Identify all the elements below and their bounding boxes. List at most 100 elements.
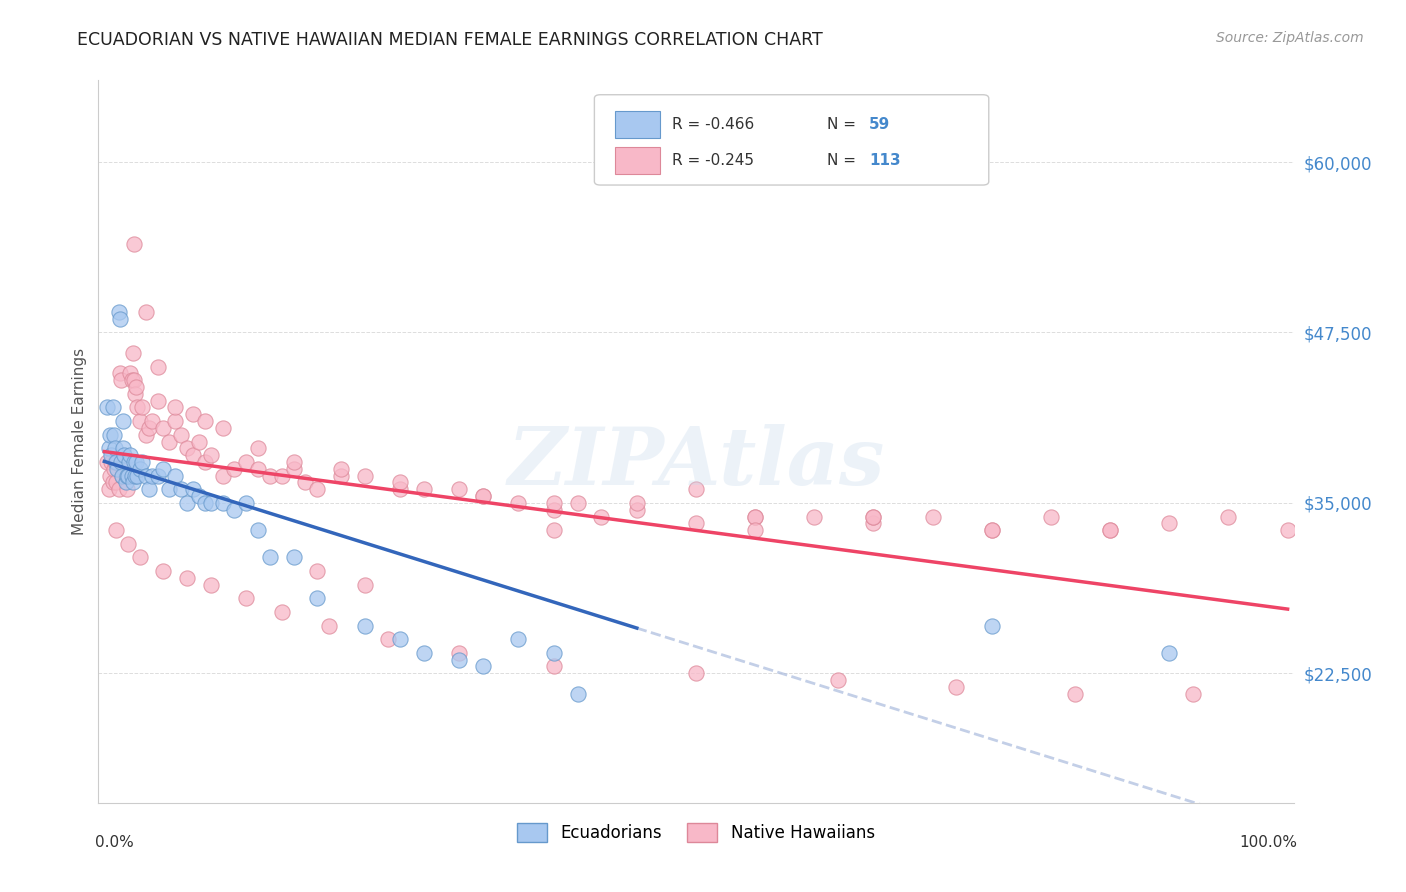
Point [176,496,198,510]
Point [1063,687,1085,701]
Point [235,591,257,606]
Point [120,448,142,462]
Point [862,509,884,524]
Point [104,455,127,469]
Point [131,455,153,469]
Point [125,455,148,469]
Point [980,618,1002,632]
Point [685,666,707,681]
Point [121,373,143,387]
Point [318,618,340,632]
Point [165,401,187,415]
Point [105,475,128,490]
Point [135,427,157,442]
Point [307,591,329,606]
Point [141,468,163,483]
Point [543,523,565,537]
Point [146,393,169,408]
Text: N =: N = [827,153,862,168]
Point [353,618,375,632]
Point [170,427,193,442]
Point [1218,509,1240,524]
Point [107,305,129,319]
Point [105,455,128,469]
Point [224,502,246,516]
Point [1039,509,1062,524]
Point [115,468,138,483]
Point [472,659,495,673]
Point [121,346,143,360]
Point [181,407,204,421]
Point [283,462,305,476]
Point [803,509,825,524]
Point [152,462,174,476]
Point [101,475,124,490]
Text: 100.0%: 100.0% [1239,835,1298,850]
Point [117,462,139,476]
Point [115,482,138,496]
Point [330,468,353,483]
Point [110,373,132,387]
Point [685,482,707,496]
Point [128,550,150,565]
Point [117,537,139,551]
Point [127,401,149,415]
Point [259,468,281,483]
Point [626,496,648,510]
Point [472,489,495,503]
Point [626,502,648,516]
Point [110,455,132,469]
Point [98,482,121,496]
Point [152,421,174,435]
Point [543,496,565,510]
Point [101,401,124,415]
Point [128,462,150,476]
Point [449,482,471,496]
Point [100,455,122,469]
Text: 59: 59 [869,117,890,132]
Text: Source: ZipAtlas.com: Source: ZipAtlas.com [1216,31,1364,45]
Point [194,455,217,469]
Point [945,680,967,694]
Point [176,442,198,456]
Text: ECUADORIAN VS NATIVE HAWAIIAN MEDIAN FEMALE EARNINGS CORRELATION CHART: ECUADORIAN VS NATIVE HAWAIIAN MEDIAN FEM… [77,31,823,49]
Point [449,653,471,667]
Point [100,448,122,462]
Point [330,462,353,476]
Point [744,509,766,524]
Point [98,468,121,483]
FancyBboxPatch shape [614,147,661,174]
Point [921,509,943,524]
Point [112,442,135,456]
Point [211,421,233,435]
Point [543,502,565,516]
Legend: Ecuadorians, Native Hawaiians: Ecuadorians, Native Hawaiians [510,816,882,848]
Point [980,523,1002,537]
Point [114,462,136,476]
Point [389,632,412,647]
Point [114,475,136,490]
Point [211,496,233,510]
Point [744,523,766,537]
Point [135,468,157,483]
Point [827,673,849,687]
Text: ZIPAtlas: ZIPAtlas [508,425,884,502]
Point [1099,523,1122,537]
Point [165,468,187,483]
Point [270,605,292,619]
Point [146,468,169,483]
Point [377,632,399,647]
Point [98,442,121,456]
Point [146,359,169,374]
Point [247,462,270,476]
Point [188,434,211,449]
Point [270,468,292,483]
Point [980,523,1002,537]
Point [122,455,145,469]
Text: R = -0.245: R = -0.245 [672,153,754,168]
Point [194,414,217,428]
Point [181,448,204,462]
Point [124,468,146,483]
Point [591,509,613,524]
Point [211,468,233,483]
